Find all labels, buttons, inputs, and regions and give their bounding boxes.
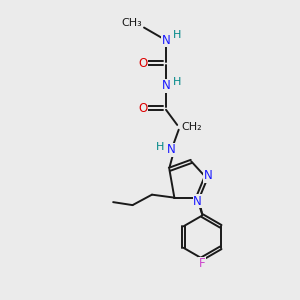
Text: H: H: [173, 30, 182, 40]
Text: N: N: [167, 143, 176, 156]
Text: O: O: [138, 102, 148, 115]
Text: O: O: [138, 57, 148, 70]
Text: CH₂: CH₂: [182, 122, 202, 132]
Text: N: N: [193, 195, 202, 208]
Text: N: N: [162, 34, 170, 47]
Text: N: N: [162, 80, 170, 92]
Text: F: F: [199, 257, 206, 270]
Text: H: H: [156, 142, 164, 152]
Text: N: N: [203, 169, 212, 182]
Text: CH₃: CH₃: [122, 18, 142, 28]
Text: H: H: [173, 77, 182, 87]
